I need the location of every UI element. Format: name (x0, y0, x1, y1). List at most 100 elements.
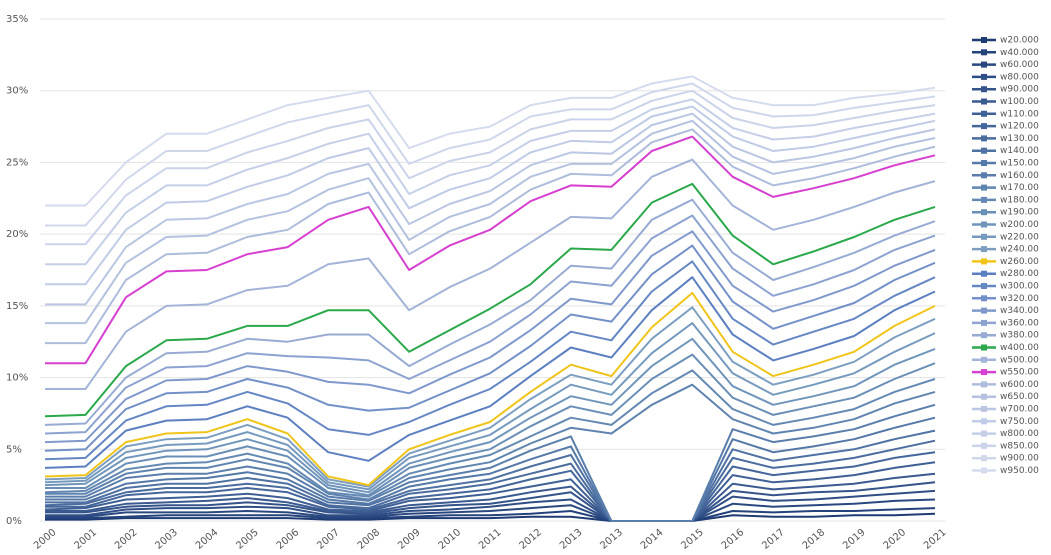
series-line (45, 89, 936, 246)
series-line (45, 498, 936, 522)
y-tick-label: 0% (6, 516, 22, 527)
series-line (45, 112, 936, 306)
series-line (45, 98, 936, 266)
legend-marker (981, 381, 987, 388)
legend-marker (981, 160, 987, 166)
x-tick-label: 2006 (275, 527, 302, 552)
legend-label: w180.00 (1000, 195, 1039, 205)
series-line (45, 105, 936, 286)
legend-marker (981, 135, 987, 142)
legend-marker (981, 147, 987, 154)
x-tick-label: 2013 (598, 527, 625, 552)
legend-marker (981, 37, 987, 43)
legend-marker (981, 209, 987, 216)
series-line (45, 451, 936, 522)
series-line (44, 291, 936, 487)
legend-marker (981, 172, 987, 179)
legend-marker (981, 369, 987, 376)
x-tick-label: 2010 (437, 527, 464, 552)
x-tick-label: 2002 (113, 527, 140, 552)
series-line (45, 429, 936, 522)
series-line (44, 322, 936, 491)
legend-marker (981, 442, 987, 449)
legend-marker (981, 332, 987, 339)
legend-label: w40.000 (1000, 48, 1039, 58)
series-line (44, 306, 936, 488)
legend-label: w750.00 (1000, 417, 1039, 427)
legend-label: w380.00 (1000, 331, 1039, 341)
legend-label: w240.00 (1000, 245, 1039, 255)
legend-label: w130.00 (1000, 134, 1039, 144)
x-tick-label: 2007 (315, 527, 342, 552)
series-line (44, 182, 936, 418)
series-line (45, 383, 936, 501)
series-line (45, 135, 936, 365)
legend-label: w800.00 (1000, 429, 1039, 439)
legend-marker (981, 393, 987, 400)
legend-label: w220.00 (1000, 232, 1039, 242)
legend-marker (981, 467, 987, 474)
y-tick-label: 10% (6, 373, 28, 384)
legend-marker (981, 246, 987, 253)
series-line (45, 403, 936, 522)
legend-label: w150.00 (1000, 159, 1039, 169)
legend-marker (981, 110, 987, 117)
y-tick-label: 5% (6, 444, 22, 455)
legend-label: w650.00 (1000, 392, 1039, 402)
series-line (45, 353, 936, 497)
legend-label: w80.000 (1000, 72, 1039, 82)
legend-label: w190.00 (1000, 208, 1039, 218)
x-tick-label: 2020 (882, 527, 909, 552)
legend-marker (981, 184, 987, 191)
legend-label: w700.00 (1000, 405, 1039, 415)
x-tick-label: 2011 (477, 527, 504, 552)
legend: w20.000 w40.000 w60.000 w80.000 w90.000 w100.… (972, 36, 1039, 476)
series-line (44, 198, 936, 426)
series-line (44, 369, 936, 498)
legend-label: w140.00 (1000, 146, 1039, 156)
legend-label: w100.00 (1000, 97, 1039, 107)
x-tick-label: 2003 (153, 527, 180, 552)
legend-label: w260.00 (1000, 257, 1039, 267)
series-line (44, 214, 936, 435)
legend-label: w320.00 (1000, 294, 1039, 304)
legend-label: w950.00 (1000, 466, 1039, 476)
x-tick-label: 2009 (396, 527, 423, 552)
legend-marker (981, 283, 987, 289)
series-line (44, 230, 936, 444)
legend-marker (981, 455, 987, 462)
legend-marker (981, 73, 987, 80)
series-line (45, 416, 936, 522)
legend-label: w340.00 (1000, 306, 1039, 316)
x-tick-label: 2019 (841, 527, 868, 552)
legend-label: w60.000 (1000, 60, 1039, 70)
legend-marker (981, 406, 987, 412)
series-line (45, 512, 936, 522)
legend-label: w550.00 (1000, 368, 1039, 378)
series-line (45, 119, 936, 325)
legend-label: w160.00 (1000, 171, 1039, 181)
legend-marker (981, 270, 987, 277)
legend-label: w850.00 (1000, 441, 1039, 451)
y-tick-label: 25% (6, 157, 28, 168)
legend-marker (981, 344, 987, 351)
legend-marker (981, 61, 987, 68)
series-line (44, 244, 936, 452)
series-line (44, 276, 936, 469)
legend-label: w400.00 (1000, 343, 1039, 353)
legend-label: w280.00 (1000, 269, 1039, 279)
x-tick-label: 2016 (720, 527, 747, 552)
series-line (45, 75, 936, 207)
legend-label: w600.00 (1000, 380, 1039, 390)
x-tick-label: 2015 (679, 527, 706, 552)
legend-label: w90.000 (1000, 85, 1039, 95)
legend-marker (981, 307, 987, 314)
legend-marker (981, 49, 987, 56)
series-line (44, 439, 936, 522)
legend-marker (981, 319, 987, 326)
y-tick-label: 20% (6, 229, 28, 240)
series-line (45, 489, 936, 522)
legend-label: w170.00 (1000, 183, 1039, 193)
legend-marker (981, 98, 987, 105)
